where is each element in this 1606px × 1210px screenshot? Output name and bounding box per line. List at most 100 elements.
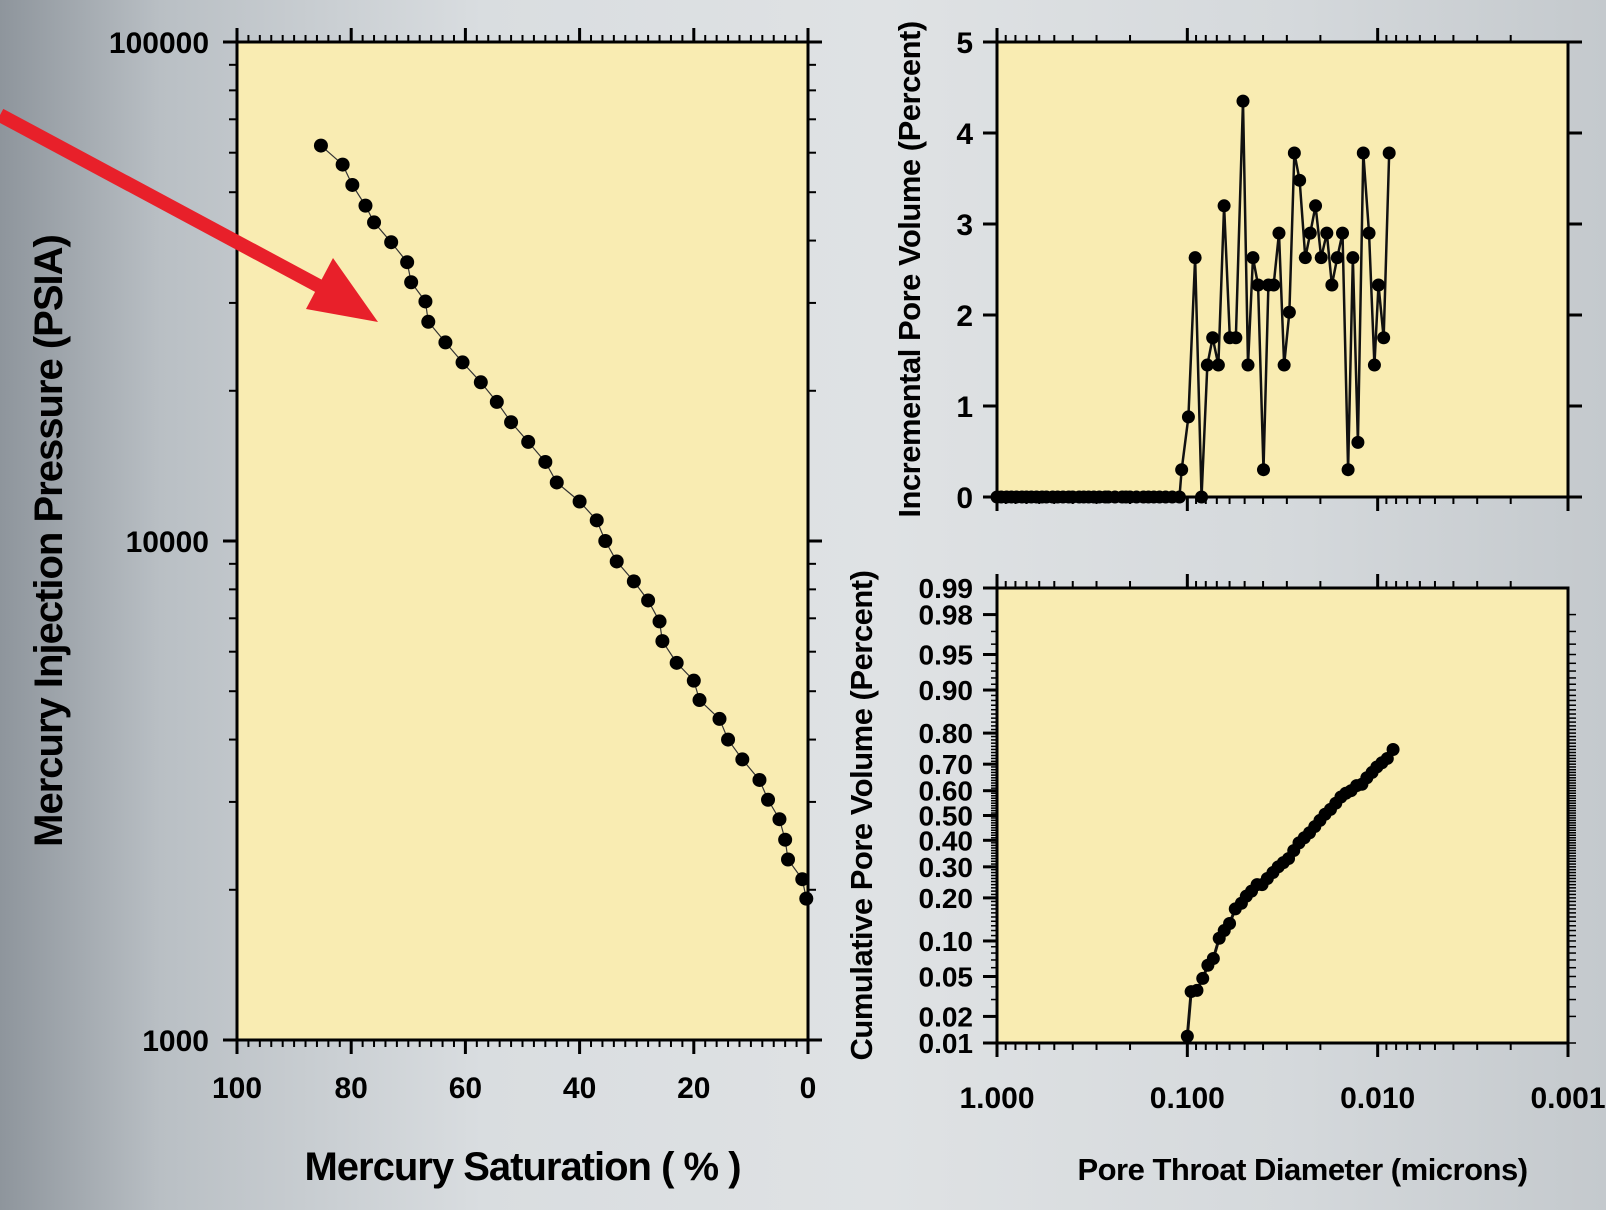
y-tick-label: 0.95 [919,640,974,671]
y-tick-label: 0.10 [919,926,974,957]
data-point [761,792,776,807]
data-point [641,593,656,608]
data-point [1351,435,1365,449]
y-axis-label: Incremental Pore Volume (Percent) [892,21,927,517]
y-tick-label: 0.60 [919,776,974,807]
data-point [1175,463,1189,477]
data-point [1206,331,1220,345]
data-point [669,655,684,670]
data-point [1236,94,1250,108]
data-point [1196,971,1210,985]
data-point [572,494,587,509]
y-tick-label: 10000 [126,526,209,559]
data-point [538,454,553,469]
data-point [358,198,373,213]
incremental-pore-volume-chart: 0 1 2 3 4 5 Incremental Pore Volume (Percent) [892,21,1582,518]
data-point [721,732,736,747]
data-point [489,394,504,409]
data-point [1267,278,1281,292]
data-point [404,275,419,290]
data-point [438,335,453,350]
data-point [795,872,810,887]
y-tick-label: 0.05 [919,961,974,992]
data-point [1320,226,1334,240]
y-tick-label: 0.01 [919,1028,974,1059]
data-point [504,415,519,430]
data-point [692,693,707,708]
data-point [549,475,564,490]
y-tick-label: 1000 [142,1025,209,1058]
data-point [345,177,360,192]
y-tick-label: 100000 [109,27,209,60]
x-tick-label: 20 [677,1072,710,1105]
data-point [1330,251,1344,265]
y-tick-label: 0.40 [919,825,974,856]
capillary-pressure-chart: 1000 10000 100000 100 80 60 40 20 0 Mercury Satur… [27,27,822,1189]
data-point [421,314,436,329]
data-point [1180,1029,1194,1043]
y-tick-label: 1 [956,391,973,424]
arrow-shaft [0,108,334,299]
data-point [335,157,350,172]
data-point [1314,251,1328,265]
y-tick-label: 0.80 [919,718,974,749]
data-point [1362,226,1376,240]
data-point [772,812,787,827]
x-axis-label: Pore Throat Diameter (microns) [1077,1152,1527,1187]
y-tick-label: 0.50 [919,801,974,832]
data-point [626,574,641,589]
x-tick-label: 0.001 [1530,1082,1605,1115]
data-point [1287,146,1301,160]
data-point [1272,226,1286,240]
data-point [367,215,382,230]
data-point [781,852,796,867]
data-point [1386,742,1400,756]
x-tick-label: 1.000 [959,1082,1034,1115]
data-point [1282,305,1296,319]
y-tick-label: 0.99 [919,573,974,604]
data-point [1200,358,1214,372]
x-tick-label: 80 [335,1072,368,1105]
data-point [609,554,624,569]
y-axis-label: Cumulative Pore Volume (Percent) [844,571,879,1061]
data-point [1206,952,1220,966]
data-point [1298,251,1312,265]
y-tick-label: 2 [956,300,973,333]
data-point [400,255,415,270]
data-point [418,294,433,309]
data-point [589,513,604,528]
x-tick-label: 40 [563,1072,596,1105]
x-axis-label: Mercury Saturation ( % ) [304,1145,740,1189]
x-tick-label: 100 [212,1072,262,1105]
data-point [712,711,727,726]
x-tick-label: 60 [449,1072,482,1105]
y-tick-label: 4 [956,118,973,151]
data-point [473,375,488,390]
data-point [1293,173,1307,187]
data-point [778,832,793,847]
y-tick-label: 0.20 [919,883,974,914]
y-tick-label: 0.90 [919,675,974,706]
red-arrow-annotation [0,108,378,322]
arrow-head [306,258,378,322]
y-tick-label: 3 [956,209,973,242]
plot-area [235,40,810,1042]
data-point [521,434,536,449]
data-point [1377,331,1391,345]
x-tick-label: 0.100 [1150,1082,1225,1115]
y-tick-label: 0.02 [919,1001,974,1032]
data-point [1251,278,1265,292]
data-point [1241,358,1255,372]
cumulative-pore-volume-chart: 0.990.98 0.95 0.90 0.800.700.600.500.400.30… [844,571,1606,1187]
data-point [1229,331,1243,345]
y-tick-label: 0.30 [919,852,974,883]
data-point [799,891,814,906]
data-point [1181,410,1195,424]
data-point [1336,226,1350,240]
data-point [455,355,470,370]
data-point [735,752,750,767]
data-point [1371,278,1385,292]
data-point [1382,146,1396,160]
data-point [1309,199,1323,213]
